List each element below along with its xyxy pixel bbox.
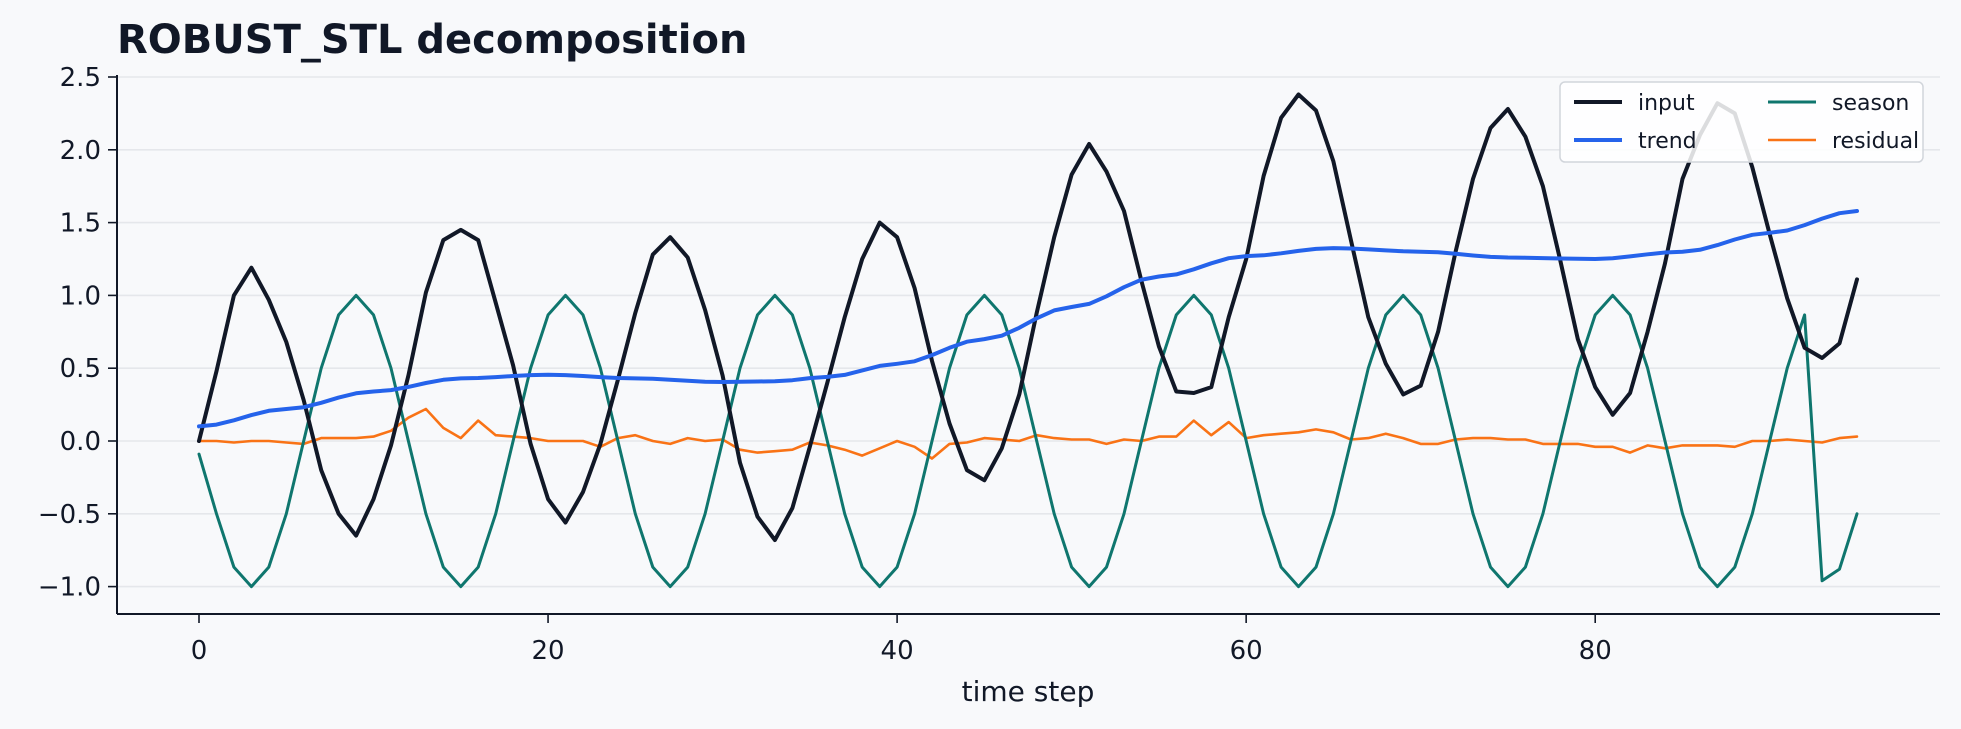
y-tick-label: 1.5 <box>60 209 101 239</box>
legend-label-input: input <box>1638 91 1695 116</box>
y-tick-label: 1.0 <box>60 281 101 311</box>
x-ticks: 0 20 40 60 80 <box>191 614 1612 666</box>
series-line-trend <box>197 209 1859 429</box>
x-axis-label: time step <box>962 675 1095 708</box>
y-tick-label: 0.0 <box>60 427 101 457</box>
axes <box>116 75 1940 615</box>
series-line-season <box>197 293 1859 589</box>
legend-label-trend: trend <box>1638 129 1697 154</box>
y-tick-label: 0.5 <box>60 354 101 384</box>
x-tick-label: 60 <box>1230 636 1263 666</box>
series-line-input <box>197 92 1859 542</box>
y-tick-label: −1.0 <box>38 573 101 603</box>
series-layer <box>197 92 1859 589</box>
grid-lines <box>117 76 1940 588</box>
legend: input trend season residual <box>1559 81 1924 163</box>
x-tick-label: 40 <box>881 636 914 666</box>
y-tick-label: 2.5 <box>60 63 101 93</box>
legend-label-season: season <box>1832 91 1909 116</box>
series-line-residual <box>197 407 1859 460</box>
x-tick-label: 0 <box>191 636 208 666</box>
y-tick-label: 2.0 <box>60 136 101 166</box>
y-tick-label: −0.5 <box>38 500 101 530</box>
legend-label-residual: residual <box>1832 129 1919 154</box>
x-tick-label: 80 <box>1579 636 1612 666</box>
chart-title: ROBUST_STL decomposition <box>117 17 747 63</box>
y-ticks: 2.5 2.0 1.5 1.0 0.5 0.0 −0.5 −1.0 <box>38 63 117 603</box>
legend-frame <box>1559 81 1924 163</box>
x-tick-label: 20 <box>532 636 565 666</box>
